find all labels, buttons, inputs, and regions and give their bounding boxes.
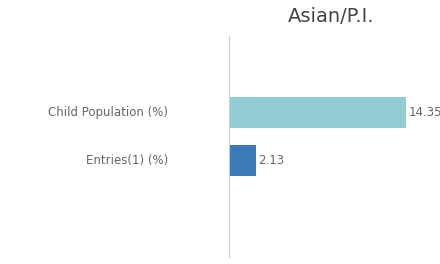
Text: 14.35: 14.35: [409, 106, 440, 119]
Text: Entries(1) (%): Entries(1) (%): [86, 154, 168, 167]
Bar: [229, 145, 256, 176]
Text: 2.13: 2.13: [258, 154, 284, 167]
Text: Child Population (%): Child Population (%): [48, 106, 168, 119]
Title: Asian/P.I.: Asian/P.I.: [288, 7, 374, 26]
Bar: [229, 97, 407, 128]
